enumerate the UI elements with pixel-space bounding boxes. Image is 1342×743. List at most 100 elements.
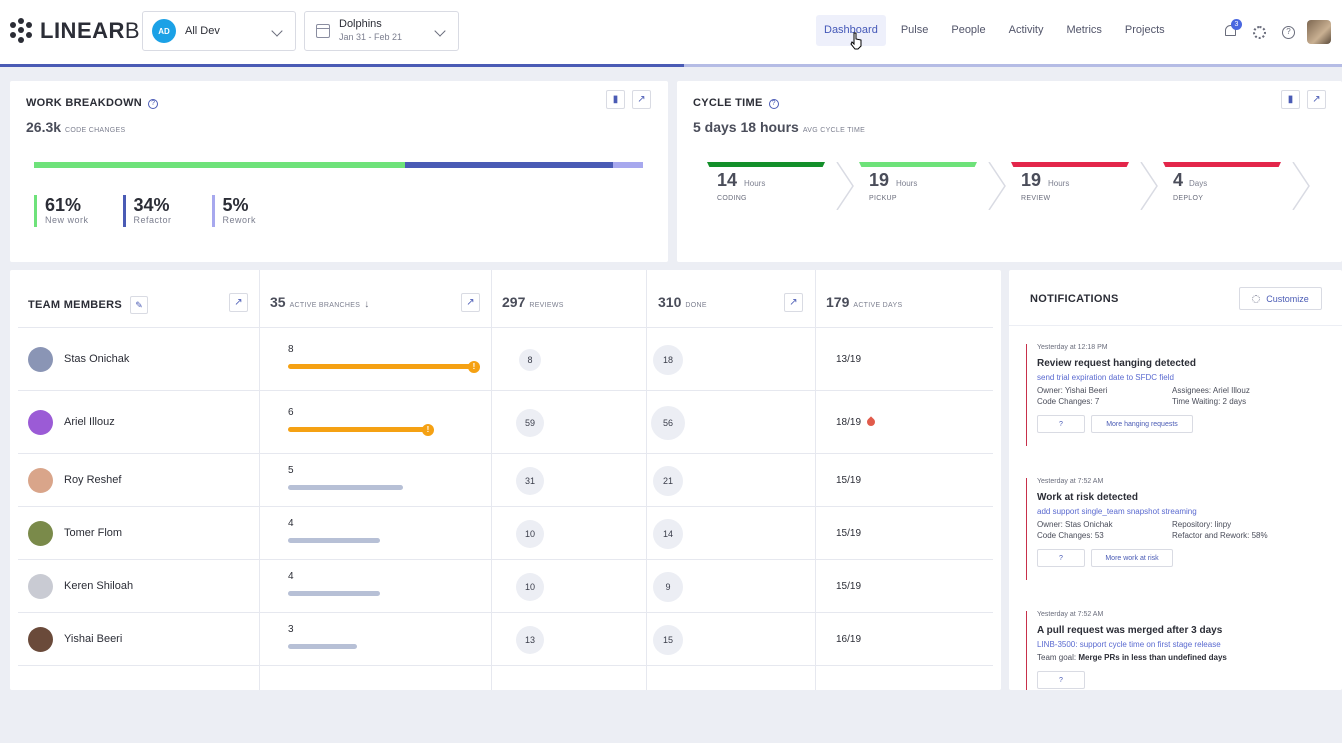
work-breakdown-segment-rework bbox=[612, 162, 643, 168]
chart-view-button[interactable]: ▮ bbox=[1281, 90, 1300, 109]
fire-icon bbox=[865, 415, 877, 428]
date-range-select[interactable]: Dolphins Jan 31 - Feb 21 bbox=[304, 11, 459, 51]
stage-name: CODING bbox=[717, 195, 747, 202]
customize-button[interactable]: Customize bbox=[1239, 287, 1322, 310]
nav-activity[interactable]: Activity bbox=[1008, 24, 1044, 36]
user-avatar[interactable] bbox=[1307, 20, 1331, 44]
notification-link[interactable]: add support single_team snapshot streami… bbox=[1037, 507, 1197, 516]
active-branches-bar bbox=[288, 590, 380, 596]
notification-link[interactable]: LINB-3500: support cycle time on first s… bbox=[1037, 640, 1221, 649]
feedback-button[interactable]: ? bbox=[1037, 671, 1085, 689]
more-work-at-risk-button[interactable]: More work at risk bbox=[1091, 549, 1173, 567]
active-branches-bar bbox=[288, 363, 472, 369]
active-branches-bar bbox=[288, 426, 426, 432]
active-days-total: 179 bbox=[826, 294, 850, 310]
page-progress-fill bbox=[0, 64, 685, 67]
feedback-button[interactable]: ? bbox=[1037, 549, 1085, 567]
sort-down-arrow-icon[interactable]: ↓ bbox=[364, 299, 370, 310]
edit-pencil-icon[interactable]: ✎ bbox=[130, 296, 149, 314]
nav-pulse[interactable]: Pulse bbox=[900, 24, 929, 36]
member-name: Yishai Beeri bbox=[64, 633, 123, 645]
cycle-stage-pickup[interactable]: 19 Hours PICKUP bbox=[859, 162, 977, 212]
team-select-label: All Dev bbox=[185, 25, 220, 37]
member-cell[interactable]: Tomer Flom bbox=[28, 520, 123, 546]
notifications-bell-icon[interactable]: 3 bbox=[1224, 19, 1242, 39]
table-row[interactable]: Stas Onichak 8! 8 18 13/19 bbox=[18, 327, 993, 390]
help-icon[interactable]: ? bbox=[1282, 25, 1295, 39]
expand-arrow-button[interactable]: ↗ bbox=[784, 293, 803, 312]
notification-item: Yesterday at 12:18 PM Review request han… bbox=[1026, 344, 1326, 446]
done-bubble[interactable]: 15 bbox=[653, 624, 683, 655]
done-bubble[interactable]: 21 bbox=[653, 465, 683, 496]
reviews-bubble[interactable]: 13 bbox=[516, 625, 544, 654]
done-bubble[interactable]: 14 bbox=[653, 518, 683, 549]
team-select[interactable]: AD All Dev bbox=[142, 11, 296, 51]
table-row[interactable]: Roy Reshef 5 31 21 15/19 bbox=[18, 453, 993, 506]
help-icon[interactable]: ? bbox=[148, 99, 159, 109]
member-cell[interactable]: Ariel Illouz bbox=[28, 409, 115, 435]
notification-detail: Assignees: Ariel Illouz bbox=[1172, 386, 1250, 395]
expand-arrow-button[interactable]: ↗ bbox=[632, 90, 651, 109]
stage-name: PICKUP bbox=[869, 195, 897, 202]
active-branches-total: 35 bbox=[270, 294, 286, 310]
nav-projects[interactable]: Projects bbox=[1124, 24, 1165, 36]
active-branches-label: ACTIVE BRANCHES bbox=[289, 302, 361, 309]
table-row[interactable]: Yishai Beeri 3 13 15 16/19 bbox=[18, 612, 993, 665]
stage-name: DEPLOY bbox=[1173, 195, 1204, 202]
chevron-right-icon bbox=[1292, 162, 1310, 210]
stage-color-bar bbox=[1163, 162, 1281, 167]
chart-view-button[interactable]: ▮ bbox=[606, 90, 625, 109]
reviews-bubble[interactable]: 31 bbox=[516, 466, 544, 495]
feedback-button[interactable]: ? bbox=[1037, 415, 1085, 433]
table-row[interactable]: Ariel Illouz 6! 59 56 18/19 bbox=[18, 390, 993, 453]
notification-link[interactable]: send trial expiration date to SFDC field bbox=[1037, 373, 1174, 382]
help-icon[interactable]: ? bbox=[768, 99, 779, 109]
done-bubble[interactable]: 9 bbox=[653, 571, 683, 602]
member-name: Keren Shiloah bbox=[64, 580, 134, 592]
active-days-value: 13/19 bbox=[836, 353, 862, 365]
nav-metrics[interactable]: Metrics bbox=[1066, 24, 1102, 36]
done-bubble[interactable]: 18 bbox=[653, 344, 683, 375]
notification-time: Yesterday at 12:18 PM bbox=[1037, 344, 1108, 351]
member-cell[interactable]: Keren Shiloah bbox=[28, 573, 134, 599]
more-hanging-requests-button[interactable]: More hanging requests bbox=[1091, 415, 1193, 433]
done-total: 310 bbox=[658, 294, 682, 310]
linearb-logo[interactable]: LINEARB bbox=[10, 18, 140, 44]
stage-name: REVIEW bbox=[1021, 195, 1051, 202]
warning-icon[interactable]: ! bbox=[422, 423, 434, 436]
cycle-stage-coding[interactable]: 14 Hours CODING bbox=[707, 162, 825, 212]
member-cell[interactable]: Roy Reshef bbox=[28, 467, 121, 493]
reviews-bubble[interactable]: 10 bbox=[516, 572, 544, 601]
notification-goal: Team goal: Merge PRs in less than undefi… bbox=[1037, 653, 1227, 662]
member-name: Tomer Flom bbox=[64, 527, 123, 539]
reviews-bubble[interactable]: 59 bbox=[516, 408, 544, 437]
notification-detail: Owner: Stas Onichak bbox=[1037, 520, 1113, 529]
active-days-value: 15/19 bbox=[836, 527, 862, 539]
done-bubble[interactable]: 56 bbox=[651, 405, 685, 440]
notification-detail: Repository: linpy bbox=[1172, 520, 1232, 529]
cycle-stage-review[interactable]: 19 Hours REVIEW bbox=[1011, 162, 1129, 212]
notification-title: Work at risk detected bbox=[1037, 492, 1138, 503]
member-cell[interactable]: Stas Onichak bbox=[28, 346, 129, 372]
logo-mark-icon bbox=[10, 18, 36, 44]
stage-color-bar bbox=[707, 162, 825, 167]
notification-count-badge: 3 bbox=[1231, 19, 1242, 30]
settings-gear-icon[interactable] bbox=[1253, 25, 1266, 39]
nav-people[interactable]: People bbox=[951, 24, 986, 36]
member-cell[interactable]: Yishai Beeri bbox=[28, 626, 123, 652]
stage-unit: Hours bbox=[1048, 179, 1070, 188]
cycle-stage-deploy[interactable]: 4 Days DEPLOY bbox=[1163, 162, 1281, 212]
table-row[interactable]: Keren Shiloah 4 10 9 15/19 bbox=[18, 559, 993, 612]
notification-detail: Time Waiting: 2 days bbox=[1172, 397, 1247, 406]
warning-icon[interactable]: ! bbox=[468, 360, 480, 373]
expand-arrow-button[interactable]: ↗ bbox=[461, 293, 480, 312]
expand-arrow-button[interactable]: ↗ bbox=[1307, 90, 1326, 109]
reviews-bubble[interactable]: 8 bbox=[519, 348, 541, 371]
table-row[interactable] bbox=[18, 665, 993, 690]
nav-dashboard[interactable]: Dashboard bbox=[816, 15, 886, 46]
avatar bbox=[28, 520, 53, 546]
reviews-bubble[interactable]: 10 bbox=[516, 519, 544, 548]
table-row[interactable]: Tomer Flom 4 10 14 15/19 bbox=[18, 506, 993, 559]
work-breakdown-segment-refactor bbox=[405, 162, 613, 168]
expand-arrow-button[interactable]: ↗ bbox=[229, 293, 248, 312]
